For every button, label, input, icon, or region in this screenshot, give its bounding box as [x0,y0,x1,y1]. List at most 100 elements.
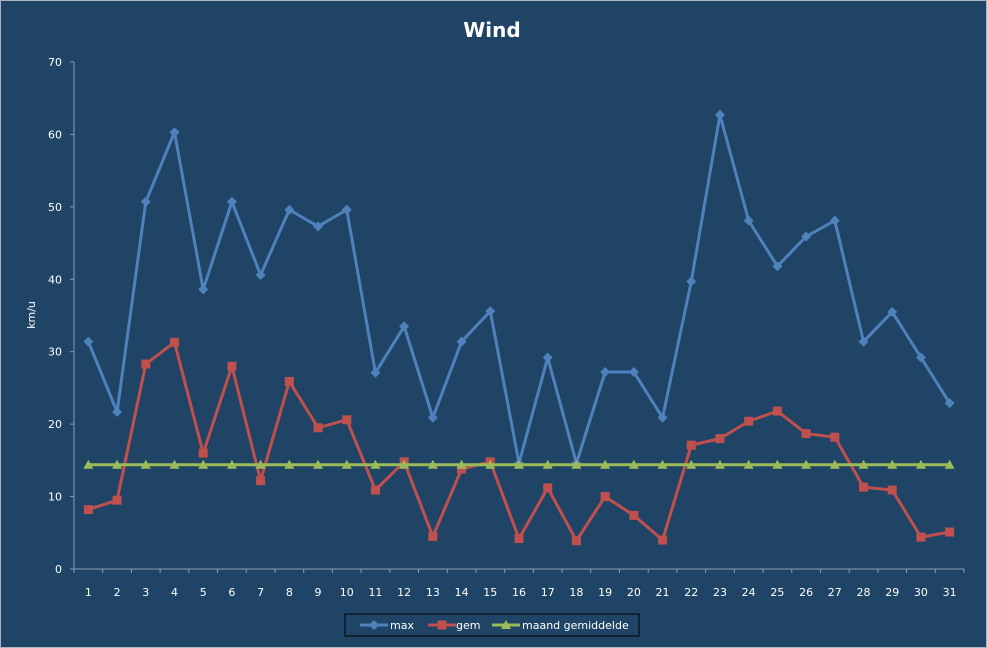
data-point-gem [256,476,266,486]
data-point-gem [571,536,581,546]
data-point-maand-gemiddelde [772,459,783,469]
series-max [83,109,955,469]
data-point-gem [313,423,323,433]
x-tick-label: 9 [315,586,322,599]
data-point-gem [284,376,294,386]
data-point-maand-gemiddelde [657,459,668,469]
legend-marker [369,620,379,630]
data-point-gem [457,464,467,474]
data-point-gem [686,440,696,450]
x-tick-label: 22 [684,586,698,599]
data-point-maand-gemiddelde [944,459,955,469]
legend-item-max: max [360,619,414,632]
data-point-maand-gemiddelde [571,459,582,469]
x-tick-label: 27 [828,586,842,599]
legend: max gem maand gemiddelde [344,613,640,637]
x-tick-label: 17 [541,586,555,599]
data-point-max [858,336,869,347]
x-tick-label: 13 [426,586,440,599]
x-tick-label: 16 [512,586,526,599]
data-point-max [743,215,754,226]
data-point-max [341,204,352,215]
data-point-gem [169,337,179,347]
x-tick-label: 15 [483,586,497,599]
y-tick-label: 30 [48,346,62,359]
x-tick-label: 11 [368,586,382,599]
data-point-max [226,196,237,207]
x-tick-label: 31 [943,586,957,599]
data-point-maand-gemiddelde [714,459,725,469]
x-tick-label: 28 [857,586,871,599]
data-point-maand-gemiddelde [542,459,553,469]
data-point-max [829,215,840,226]
x-tick-label: 23 [713,586,727,599]
legend-label: maand gemiddelde [522,619,629,632]
data-point-gem [198,448,208,458]
data-point-maand-gemiddelde [829,459,840,469]
data-point-gem [141,359,151,369]
data-point-maand-gemiddelde [255,459,266,469]
data-point-gem [629,510,639,520]
data-point-gem [83,505,93,515]
data-point-maand-gemiddelde [801,459,812,469]
data-point-max [198,284,209,295]
data-point-maand-gemiddelde [83,459,94,469]
data-point-maand-gemiddelde [313,459,324,469]
data-point-max [112,406,123,417]
data-point-gem [112,495,122,505]
data-point-gem [227,361,237,371]
data-point-max [370,367,381,378]
data-point-maand-gemiddelde [743,459,754,469]
data-point-gem [514,534,524,544]
data-point-maand-gemiddelde [887,459,898,469]
data-point-gem [543,483,553,493]
x-tick-label: 29 [885,586,899,599]
data-point-maand-gemiddelde [485,459,496,469]
data-point-gem [744,416,754,426]
x-tick-label: 18 [569,586,583,599]
data-point-max [284,204,295,215]
x-tick-label: 19 [598,586,612,599]
data-point-maand-gemiddelde [427,459,438,469]
x-tick-label: 10 [340,586,354,599]
data-point-gem [916,532,926,542]
y-axis-label: km/u [25,301,38,329]
data-point-gem [428,531,438,541]
legend-label: gem [456,619,480,632]
x-tick-label: 5 [200,586,207,599]
data-point-max [772,261,783,272]
x-tick-label: 24 [742,586,756,599]
legend-item-gem: gem [428,619,480,632]
data-point-gem [801,429,811,439]
data-point-gem [830,432,840,442]
data-point-maand-gemiddelde [370,459,381,469]
data-point-maand-gemiddelde [399,459,410,469]
data-point-maand-gemiddelde [169,459,180,469]
series-maand-gemiddelde [83,459,955,469]
x-tick-label: 1 [85,586,92,599]
data-point-gem [715,434,725,444]
x-tick-label: 2 [114,586,121,599]
data-point-maand-gemiddelde [915,459,926,469]
data-point-max [686,276,697,287]
data-point-maand-gemiddelde [628,459,639,469]
data-point-max [313,221,324,232]
data-point-max [714,109,725,120]
data-point-max [657,412,668,423]
data-point-gem [859,482,869,492]
data-point-maand-gemiddelde [284,459,295,469]
data-point-gem [658,535,668,545]
x-tick-label: 30 [914,586,928,599]
legend-marker [437,620,447,630]
legend-marker [501,620,511,629]
y-tick-label: 40 [48,273,62,286]
x-tick-label: 12 [397,586,411,599]
data-point-gem [342,415,352,425]
data-point-maand-gemiddelde [198,459,209,469]
data-point-max [542,352,553,363]
y-tick-label: 10 [48,491,62,504]
data-point-gem [772,406,782,416]
data-point-maand-gemiddelde [600,459,611,469]
series-line-gem [87,340,950,543]
